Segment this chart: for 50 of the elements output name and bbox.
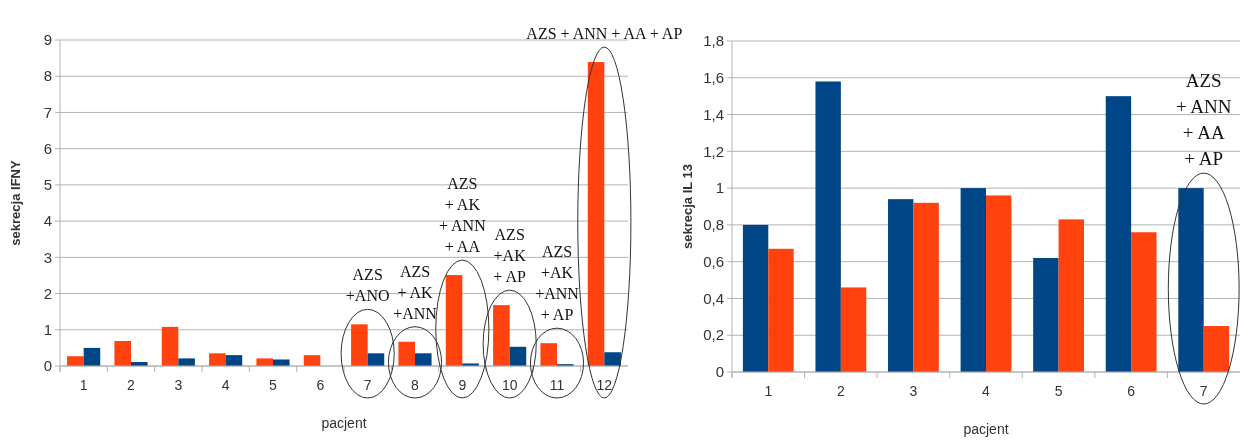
y-tick-label: 0,8 — [703, 216, 724, 234]
x-tick-label: 6 — [1127, 383, 1136, 399]
annotation: AZS + ANN + AA + AP — [526, 25, 683, 43]
x-tick-label: 2 — [127, 377, 136, 393]
x-tick-label: 4 — [221, 377, 230, 393]
y-tick-label: 1,8 — [703, 32, 724, 50]
annotation: AZS + AK + ANN + AA — [438, 175, 487, 256]
x-tick-label: 12 — [596, 377, 613, 393]
y-tick-label: 0,4 — [703, 289, 724, 307]
x-tick-label: 11 — [549, 377, 565, 393]
y-tick-label: 5 — [43, 176, 52, 194]
y-tick-label: 7 — [43, 103, 52, 121]
x-tick-label: 10 — [501, 377, 518, 393]
y-tick-label: 8 — [43, 67, 52, 85]
y-tick-label: 6 — [43, 139, 52, 157]
y-tick-label: 4 — [43, 212, 52, 230]
x-tick-label: 9 — [458, 377, 467, 393]
x-tick-label: 7 — [363, 377, 372, 393]
x-tick-label: 3 — [174, 377, 183, 393]
x-tick-label: 3 — [909, 383, 918, 399]
y-tick-label: 9 — [43, 31, 52, 49]
y-axis-title: sekrecja IL 13 — [680, 163, 695, 250]
x-tick-label: 5 — [269, 377, 278, 393]
x-tick-label: 2 — [836, 383, 845, 399]
x-tick-label: 8 — [411, 377, 420, 393]
annotation: AZS + ANN + AA + AP — [1175, 70, 1232, 170]
y-tick-label: 0,6 — [703, 252, 724, 270]
y-tick-label: 3 — [43, 248, 52, 266]
annotation: AZS + AK +ANN — [393, 262, 438, 322]
x-tick-label: 5 — [1054, 383, 1063, 399]
x-tick-label: 4 — [982, 383, 991, 399]
y-tick-label: 0,2 — [703, 326, 724, 344]
y-tick-label: 1 — [43, 321, 52, 339]
y-tick-label: 0 — [43, 357, 52, 375]
x-tick-label: 1 — [79, 377, 88, 393]
y-tick-label: 1,4 — [703, 105, 724, 123]
annotation: AZS +ANO — [345, 266, 390, 305]
y-tick-label: 2 — [43, 284, 52, 302]
y-tick-label: 1 — [715, 179, 724, 197]
y-tick-label: 0 — [715, 363, 724, 381]
x-tick-label: 1 — [764, 383, 773, 399]
x-tick-label: 6 — [316, 377, 325, 393]
y-tick-label: 1,6 — [703, 69, 724, 87]
annotation: AZS +AK +ANN + AP — [535, 243, 580, 324]
y-axis-title: sekrecja IFNY — [8, 160, 23, 246]
x-axis-title: pacjent — [321, 415, 367, 431]
annotation: AZS +AK + AP — [493, 226, 527, 286]
y-tick-label: 1,2 — [703, 142, 724, 160]
x-axis-title: pacjent — [963, 421, 1009, 437]
x-tick-label: 7 — [1199, 383, 1208, 399]
